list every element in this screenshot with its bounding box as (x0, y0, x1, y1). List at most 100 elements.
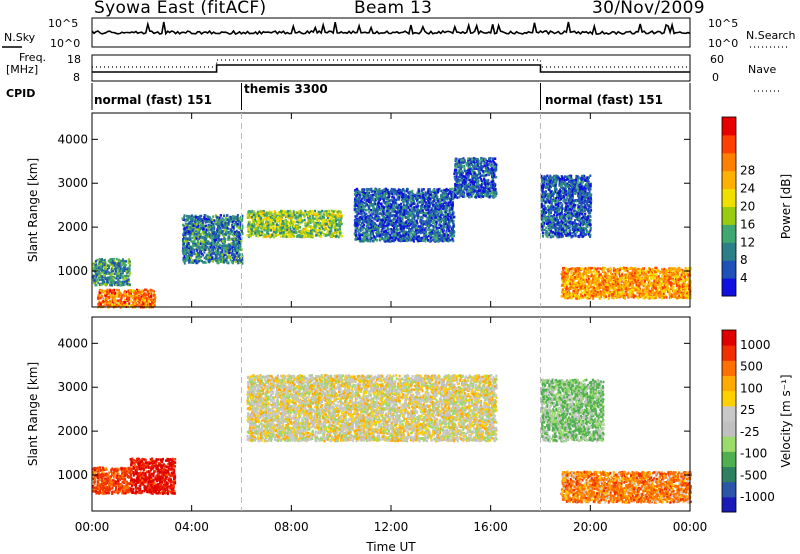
power-cell (109, 290, 111, 293)
power-region-4 (247, 210, 344, 239)
power-cell (104, 304, 106, 307)
power-cell (130, 300, 132, 303)
power-cell (189, 254, 191, 257)
power-cell (212, 244, 214, 247)
power-cell (100, 303, 102, 306)
power-cell (107, 281, 109, 284)
power-cell (219, 239, 221, 242)
power-cell (217, 227, 219, 230)
power-cell (118, 259, 120, 262)
power-cell (138, 297, 140, 300)
power-cell (191, 254, 193, 257)
power-cell (182, 249, 184, 252)
power-cell (222, 253, 224, 256)
power-cell (186, 229, 188, 232)
power-cell (197, 246, 199, 249)
power-cell (144, 299, 146, 302)
power-cell (230, 217, 232, 220)
power-cell (138, 289, 140, 292)
power-cell (210, 254, 212, 257)
power-cell (192, 229, 194, 232)
power-cell (213, 258, 215, 261)
power-cell (119, 265, 121, 268)
power-cell (96, 279, 98, 282)
power-cell (112, 265, 114, 268)
power-cell (153, 294, 155, 297)
power-cell (122, 282, 124, 285)
power-cell (231, 246, 233, 249)
power-cell (98, 294, 100, 297)
power-cell (185, 253, 187, 256)
power-cell (105, 270, 107, 273)
power-cell (203, 231, 205, 234)
power-cell (237, 239, 239, 242)
power-cell (190, 227, 192, 230)
power-cell (110, 296, 112, 299)
power-cell (127, 283, 129, 286)
power-cell (126, 268, 128, 271)
power-cell (233, 240, 235, 243)
power-cell (220, 229, 222, 232)
power-cell (105, 302, 107, 305)
power-cell (202, 221, 204, 224)
power-cell (123, 304, 125, 307)
power-cell (112, 289, 114, 292)
power-cell (212, 241, 214, 244)
power-cell (226, 231, 228, 234)
power-cell (127, 299, 129, 302)
power-cell (212, 247, 214, 250)
power-cell (94, 280, 96, 283)
power-cell (197, 253, 199, 256)
power-cell (209, 224, 211, 227)
power-cell (141, 290, 143, 293)
power-cell (200, 240, 202, 243)
power-cell (228, 223, 230, 226)
power-cell (145, 293, 147, 296)
power-cell (125, 277, 127, 280)
power-cell (200, 215, 202, 218)
power-cell (134, 295, 136, 298)
power-region-1 (92, 258, 131, 287)
power-cell (233, 258, 235, 261)
power-cell (196, 233, 198, 236)
power-cell (201, 246, 203, 249)
power-cell (150, 295, 152, 298)
power-cell (222, 240, 224, 243)
power-cell (185, 232, 187, 235)
power-cell (224, 237, 226, 240)
freq-panel-frame (92, 55, 690, 81)
power-cell (195, 256, 197, 258)
power-cell (203, 216, 205, 219)
power-cell (212, 253, 214, 256)
power-cell (238, 233, 240, 236)
power-cell (222, 230, 224, 233)
power-cell (186, 226, 188, 229)
power-cell (204, 239, 206, 242)
power-cell (219, 219, 221, 222)
power-cell (221, 248, 223, 251)
power-cell (201, 260, 203, 263)
power-cell (139, 292, 141, 295)
power-cell (211, 256, 213, 259)
power-cell (199, 250, 201, 253)
power-cell (238, 255, 240, 258)
power-cell (210, 242, 212, 245)
power-cell (114, 292, 116, 295)
power-cell (185, 238, 187, 241)
power-cell (204, 247, 206, 250)
power-cell (98, 275, 100, 278)
power-cell (203, 251, 205, 254)
power-cell (93, 282, 95, 285)
power-cell (198, 260, 200, 263)
power-cell (200, 220, 202, 223)
power-cell (134, 298, 136, 301)
power-region-2 (97, 289, 156, 309)
power-cell (150, 290, 152, 293)
power-cell (125, 270, 127, 273)
power-cell (220, 251, 222, 254)
power-cell (207, 233, 209, 236)
power-cell (184, 227, 186, 230)
power-cell (184, 251, 186, 254)
power-cell (118, 283, 120, 286)
power-cell (126, 303, 128, 306)
